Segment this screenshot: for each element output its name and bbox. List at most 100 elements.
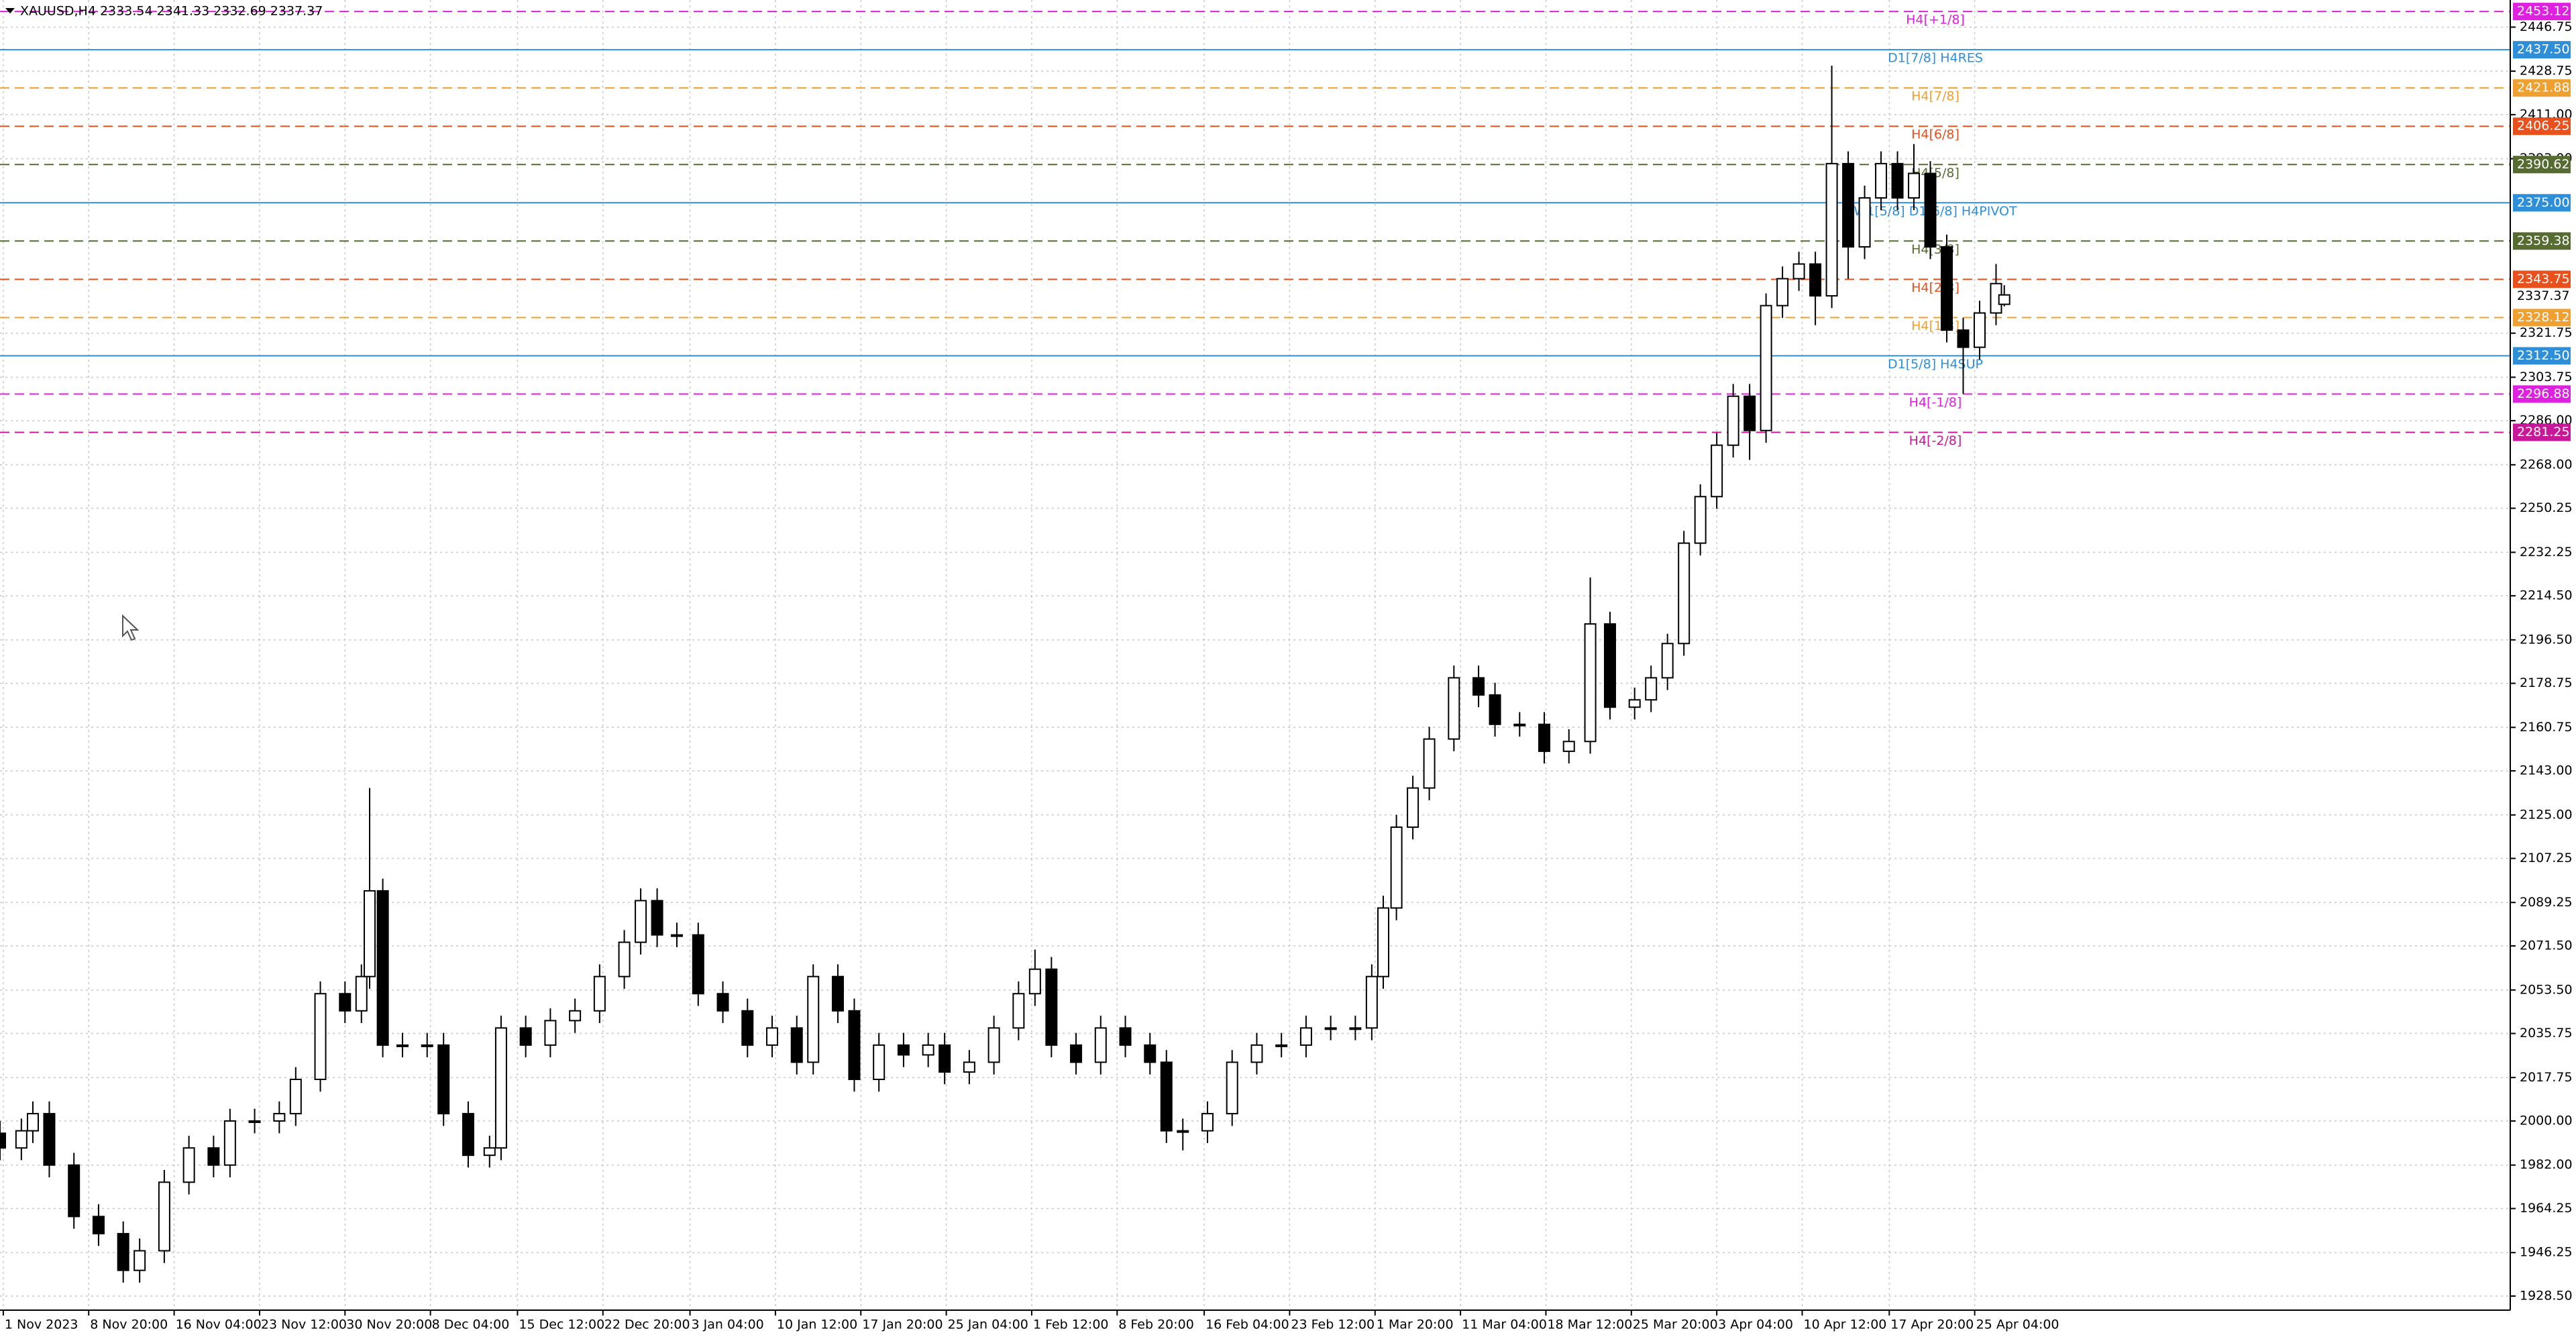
candle-body [1390,826,1403,909]
x-tick-label: 17 Apr 20:00 [1890,1318,1974,1332]
x-tick-label: 1 Mar 20:00 [1377,1318,1454,1332]
candle-body [922,1044,934,1056]
candle-body [873,1044,885,1080]
candle-body [569,1010,582,1022]
x-tick-label: 10 Apr 12:00 [1804,1318,1887,1332]
level-marker [2513,41,2571,59]
candle-body [1299,1027,1312,1046]
candle-body [938,1044,951,1073]
x-tick-label: 17 Jan 20:00 [862,1318,943,1332]
candle-body [618,941,631,977]
level-marker-label: 2343.75 [2517,272,2570,286]
candle-body [1908,172,1921,199]
candle-body [494,1027,507,1149]
x-tick-label: 11 Mar 04:00 [1462,1318,1547,1332]
candle-body [1776,278,1789,307]
candle-body [1743,395,1756,431]
candle-body [1809,263,1822,297]
candle-body [1201,1113,1214,1132]
candle-body [314,993,327,1080]
y-tick-label: 2000.00 [2520,1114,2573,1128]
candle-body [831,975,844,1012]
y-tick-label: 2053.50 [2520,982,2573,997]
levels: H4[+1/8]D1[7/8] H4RESH4[7/8]H4[6/8]H4[5/… [0,11,2510,448]
level-marker [2513,194,2571,212]
candle-body [1957,329,1970,348]
level-marker-label: 2453.12 [2517,4,2570,19]
candle-body [1603,623,1616,708]
level-marker [2513,347,2571,365]
y-tick-label: 1982.00 [2520,1157,2573,1172]
level-label: D1[7/8] H4RES [1888,51,1983,66]
grid [0,0,2510,1310]
candle-body [651,900,663,936]
level-marker-label: 2437.50 [2517,42,2570,57]
level-label: H4[+1/8] [1906,13,1965,28]
x-tick-label: 23 Nov 12:00 [261,1318,347,1332]
x-tick-label: 3 Jan 04:00 [692,1318,764,1332]
x-tick-label: 23 Feb 12:00 [1291,1318,1375,1332]
candle-body [462,1113,474,1157]
level-marker-label: 2312.50 [2517,348,2570,363]
candle-body [1160,1061,1173,1132]
candle-body [1324,1027,1337,1030]
candle-body [1678,542,1690,645]
level-marker [2513,3,2571,21]
x-tick-label: 30 Nov 20:00 [346,1318,432,1332]
candle-body [273,1113,286,1122]
level-marker-label: 2421.88 [2517,81,2570,95]
y-tick-label: 2089.25 [2520,895,2573,910]
candle-body [1792,263,1805,280]
y-tick-label: 2232.25 [2520,545,2573,559]
y-tick-label: 2321.75 [2520,325,2573,340]
candle-body [182,1147,195,1183]
x-tick-label: 25 Mar 20:00 [1633,1318,1718,1332]
y-tick-label: 2196.50 [2520,632,2573,647]
level-marker-label: 2359.38 [2517,233,2570,248]
candle-body [1144,1044,1157,1063]
candle-body [396,1044,409,1047]
level-marker-label: 2390.62 [2517,157,2570,172]
candle-body [1489,694,1501,725]
candle-body [1694,496,1707,544]
candle-body [0,1132,6,1149]
chart-title: XAUUSD,H4 2333.54 2341.33 2332.69 2337.3… [20,4,323,19]
y-tick-label: 2107.25 [2520,851,2573,865]
candle-body [963,1061,975,1073]
candle-body [1094,1027,1107,1063]
candle-body [1661,643,1674,679]
candle-body [987,1027,1000,1063]
y-tick-label: 1946.25 [2520,1245,2573,1260]
candles [0,65,2010,1283]
candle-body [670,934,683,937]
candle-body [1628,699,1641,708]
y-tick-label: 1964.25 [2520,1201,2573,1216]
y-tick-label: 2143.00 [2520,763,2573,778]
candle-body [848,1010,861,1080]
candle-body [133,1250,146,1271]
level-marker [2513,79,2571,97]
candle-body [68,1164,80,1218]
candle-body [1250,1044,1263,1063]
y-tick-label: 2268.00 [2520,457,2573,472]
level-label: D1[5/8] H4SUP [1888,357,1983,372]
x-tick-label: 25 Apr 04:00 [1976,1318,2059,1332]
candle-body [339,993,352,1012]
level-marker-label: 2281.25 [2517,425,2570,439]
level-label: H4[6/8] [1911,127,1960,142]
y-tick-label: 2250.25 [2520,500,2573,515]
candle-body [26,1113,39,1132]
level-label: H4[7/8] [1911,89,1960,104]
level-marker [2513,270,2571,288]
candle-body [790,1027,803,1063]
candle-body [1924,172,1937,248]
current-price-label: 2337.37 [2517,288,2570,303]
level-label: H4[-2/8] [1909,433,1962,448]
candle-body [117,1232,129,1271]
candle-body [207,1147,220,1166]
candle-body [1028,968,1041,995]
candle-body [1423,738,1436,789]
candle-body [1973,312,1986,348]
